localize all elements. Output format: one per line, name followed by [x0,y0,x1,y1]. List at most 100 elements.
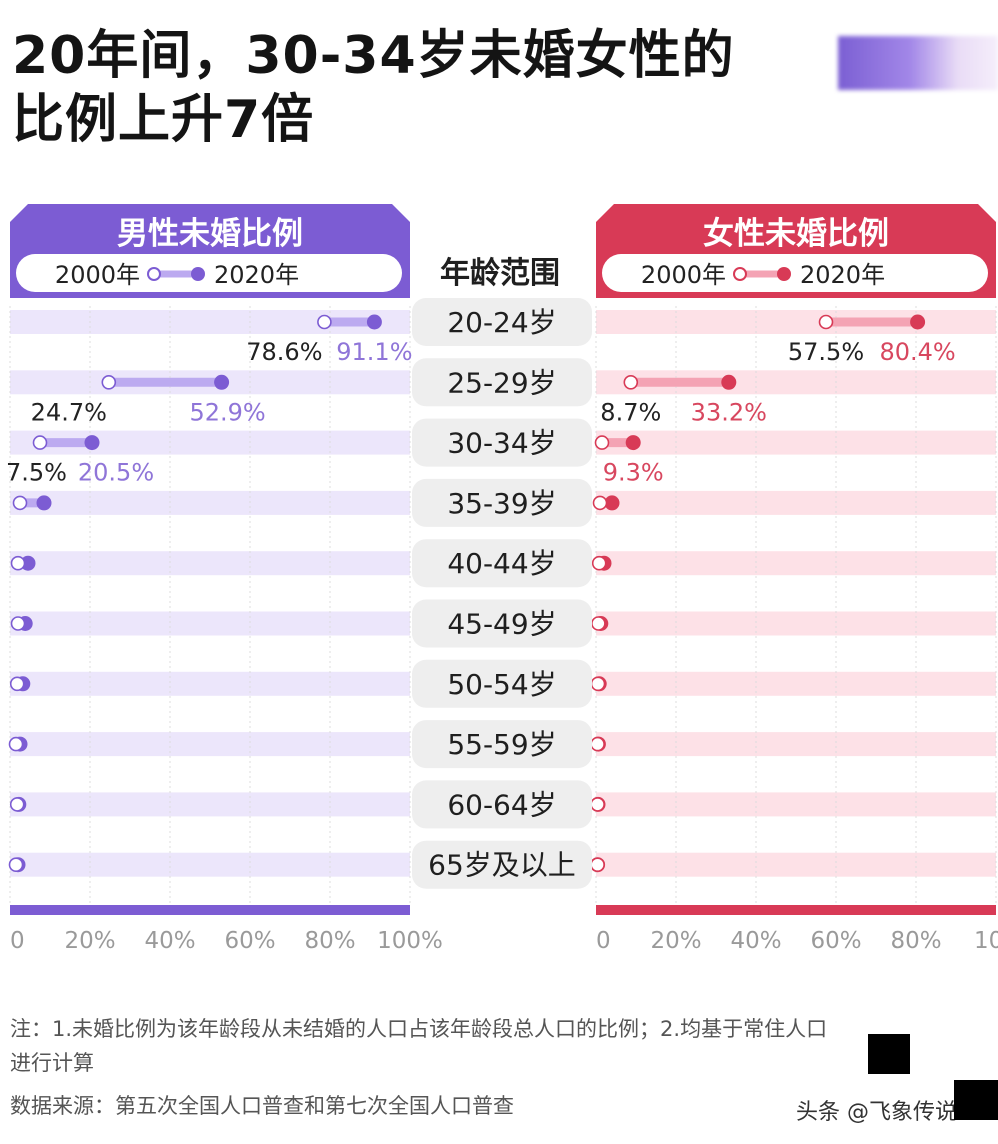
male-dot-2000 [10,555,26,571]
male-dot-2000 [12,495,28,511]
age-pill [412,780,592,829]
female-label-2000: 8.7% [600,398,661,426]
age-label: 60-64岁 [447,788,556,821]
male-label-2020: 91.1% [336,338,412,366]
male-dot-2000 [10,616,26,631]
female-dot-2020 [721,374,737,390]
female-legend-2020: 2020年 [800,261,885,289]
data-source: 数据来源：第五次全国人口普查和第七次全国人口普查 [10,1094,514,1118]
male-dot-2000 [8,736,24,752]
female-dot-2020 [625,435,641,451]
age-label: 20-24岁 [447,306,556,339]
female-legend-pill [602,254,988,292]
age-label: 50-54岁 [447,668,556,701]
female-dot-2000 [590,736,605,752]
age-label: 25-29岁 [447,366,556,399]
female-row-band [596,732,996,757]
female-dot-2000 [591,616,606,631]
male-dot-2000 [32,435,48,450]
title-line-2: 比例上升7倍 [12,90,315,150]
male-tick-label: 60% [224,928,275,954]
female-dot-2000 [591,555,607,571]
blurred-logo [838,36,998,90]
age-label: 65岁及以上 [428,849,576,882]
female-row-band [596,490,996,515]
female-row-band [596,611,996,636]
female-tick-label: 60% [810,928,861,954]
female-legend-2000: 2000年 [641,261,726,289]
age-label: 30-34岁 [447,427,556,460]
male-row-band [10,611,410,636]
male-row-band [10,490,410,515]
male-legend-dot-2020 [191,267,205,281]
watermark: 头条 @飞象传说 [796,1100,957,1125]
male-legend-dot-2000 [147,267,161,281]
female-dot-2000 [594,435,610,450]
female-axis-bar [596,905,996,915]
female-row-band [596,671,996,696]
male-tick-label: 40% [144,928,195,954]
footnote: 注：1.未婚比例为该年龄段从未结婚的人口占该年龄段总人口的比例；2.均基于常住人… [10,1017,828,1075]
male-dot-2000 [9,676,25,692]
female-row-band [596,310,996,334]
male-legend-2020: 2020年 [214,261,299,289]
female-tick-label: 0 [596,928,611,954]
female-dot-2020 [910,314,926,330]
female-dot-2000 [590,676,606,692]
female-row-band [596,792,996,817]
female-dot-2000 [590,797,605,812]
male-dot-2000 [101,374,117,390]
male-tick-label: 0 [10,928,25,954]
female-tick-label: 40% [730,928,781,954]
male-label-2020: 20.5% [78,459,154,487]
age-pill [412,478,592,527]
age-label: 40-44岁 [447,547,556,580]
title-line-1: 20年间，30-34岁未婚女性的 [12,26,735,86]
female-dot-2000 [818,314,834,330]
age-pill [412,720,592,769]
age-pill [412,358,592,407]
age-label: 35-39岁 [447,487,556,520]
female-label-2000: 57.5% [788,338,864,366]
male-row-band [10,551,410,576]
age-header: 年龄范围 [440,256,560,291]
male-dot-2020 [36,495,52,511]
age-label: 45-49岁 [447,608,556,641]
male-label-2000: 78.6% [246,338,322,366]
age-pill [412,539,592,588]
female-dot-2000 [623,374,639,390]
male-header-title: 男性未婚比例 [117,216,303,252]
age-pill [412,418,592,467]
male-row-band [10,792,410,817]
female-legend-dot-2000 [733,267,747,281]
male-dot-2020 [214,374,230,390]
male-legend-pill [16,254,402,292]
male-row-band [10,852,410,877]
male-tick-label: 80% [304,928,355,954]
male-row-band [10,671,410,696]
male-dot-2000 [317,314,332,330]
female-row-band [596,551,996,576]
male-row-band [10,732,410,757]
female-label-2020: 33.2% [691,398,767,426]
dumbbell-chart: 男性未婚比例 2000年 2020年 0 20% 40% 60% 80% 100% 78.6% 91… [6,204,998,954]
female-legend-dot-2020 [777,267,791,281]
male-label-2000: 24.7% [31,398,107,426]
female-row-band [596,430,996,455]
male-dot-2000 [9,797,25,812]
male-axis-bar [10,905,410,915]
male-tick-label: 100% [377,928,443,954]
censor-block-1 [868,1034,910,1074]
female-row-band [596,852,996,877]
male-dot-2020 [366,314,382,330]
female-label-2020: 80.4% [879,338,955,366]
male-label-2020: 52.9% [189,398,265,426]
age-pill [412,840,592,889]
male-legend-2000: 2000年 [55,261,140,289]
female-dot-2000 [590,857,605,873]
female-header-title: 女性未婚比例 [703,216,889,252]
page-title: 20年间，30-34岁未婚女性的 比例上升7倍 [12,24,735,152]
age-pill [412,659,592,708]
age-pill [412,599,592,648]
female-tick-label: 20% [650,928,701,954]
